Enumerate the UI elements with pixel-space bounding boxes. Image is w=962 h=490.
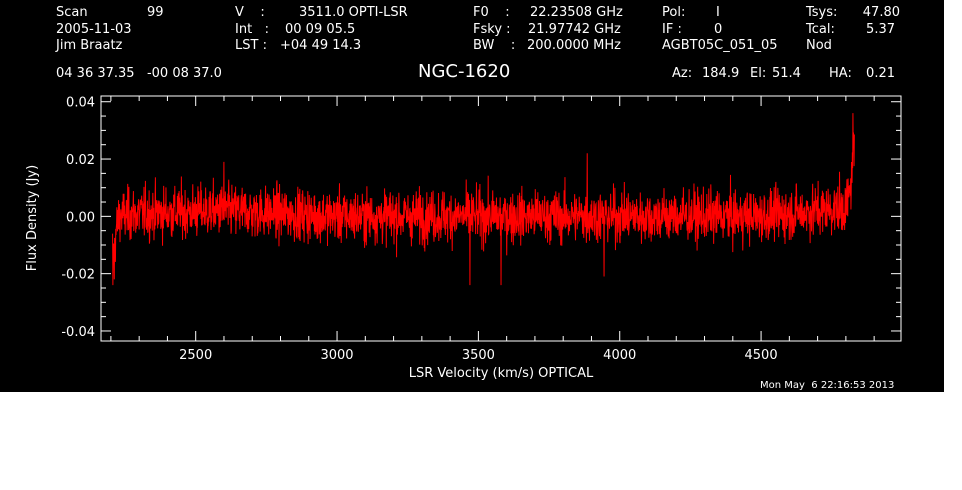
sky-frequency-label: Fsky : (473, 22, 511, 37)
x-axis-label: LSR Velocity (km/s) OPTICAL (409, 366, 594, 381)
y-tick-label: 0.00 (66, 210, 95, 225)
velocity-label: V : (235, 5, 265, 20)
integration-label: Int : (235, 22, 269, 37)
source-name: NGC-1620 (418, 61, 511, 82)
tsys-label: Tsys: (806, 5, 838, 20)
bandwidth-value: 200.0000 MHz (527, 38, 621, 53)
elevation-value: 51.4 (772, 66, 801, 81)
velocity-value: 3511.0 OPTI-LSR (299, 5, 408, 20)
x-tick-label: 2500 (179, 348, 212, 363)
y-tick-label: -0.04 (61, 325, 95, 340)
rest-frequency-value: 22.23508 GHz (530, 5, 623, 20)
observation-date: 2005-11-03 (56, 22, 132, 37)
spectrum-chart: 2500 3000 3500 4000 4500 -0.04 -0.02 0.00 0.02 0.… (25, 95, 902, 381)
integration-value: 00 09 05.5 (285, 22, 356, 37)
x-tick-label: 3000 (320, 348, 353, 363)
hour-angle-label: HA: (829, 66, 852, 81)
scan-value: 99 (147, 5, 164, 20)
azimuth-label: Az: (672, 66, 693, 81)
source-coordinates: 04 36 37.35 -00 08 37.0 (56, 66, 222, 81)
y-tick-label: 0.02 (66, 153, 95, 168)
azimuth-value: 184.9 (702, 66, 740, 81)
elevation-label: El: (750, 66, 767, 81)
plot-timestamp: Mon May 6 22:16:53 2013 (760, 380, 895, 391)
observing-mode: Nod (806, 38, 832, 53)
x-tick-label: 3500 (462, 348, 495, 363)
project-id: AGBT05C_051_05 (662, 38, 778, 53)
plot-frame (100, 95, 902, 342)
y-tick-label: 0.04 (66, 96, 95, 111)
lst-label: LST : (235, 38, 267, 53)
spectrum-trace-layer (112, 113, 855, 286)
if-label: IF : (662, 22, 682, 37)
hour-angle-value: 0.21 (866, 66, 895, 81)
lst-value: +04 49 14.3 (280, 38, 362, 53)
tcal-label: Tcal: (806, 22, 835, 37)
sky-frequency-value: 21.97742 GHz (528, 22, 621, 37)
polarization-label: Pol: (662, 5, 686, 20)
x-tick-label: 4500 (745, 348, 778, 363)
tcal-value: 5.37 (866, 22, 895, 37)
observer-name: Jim Braatz (56, 38, 123, 53)
y-tick-label: -0.02 (61, 268, 95, 283)
polarization-value: I (716, 5, 720, 20)
spectrum-panel: Scan 99 2005-11-03 Jim Braatz V : 3511.0… (0, 0, 944, 392)
bandwidth-label: BW : (473, 38, 516, 53)
if-value: 0 (714, 22, 723, 37)
rest-frequency-label: F0 : (473, 5, 510, 20)
x-tick-label: 4000 (603, 348, 636, 363)
scan-label: Scan (56, 5, 88, 20)
tsys-value: 47.80 (862, 5, 900, 20)
y-axis-label: Flux Density (Jy) (25, 165, 40, 271)
axes-layer: 2500 3000 3500 4000 4500 -0.04 -0.02 0.00 0.02 0.… (61, 96, 901, 363)
spectrum-line (112, 113, 855, 286)
